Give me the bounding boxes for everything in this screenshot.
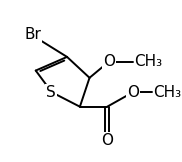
Text: Br: Br <box>24 27 41 42</box>
Text: O: O <box>101 133 113 148</box>
Text: O: O <box>127 85 139 100</box>
Text: S: S <box>46 85 56 100</box>
Text: CH₃: CH₃ <box>153 85 181 100</box>
Text: O: O <box>103 54 115 69</box>
Text: CH₃: CH₃ <box>134 54 162 69</box>
